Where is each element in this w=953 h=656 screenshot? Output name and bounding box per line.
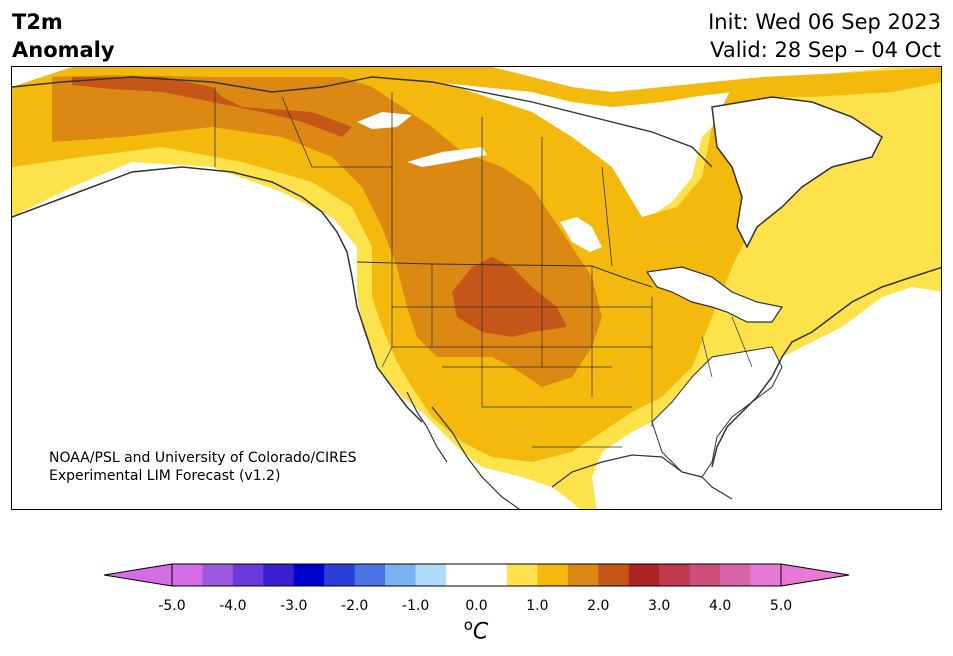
arctic-islands	[342, 67, 941, 107]
colorbar-units: oC	[464, 616, 489, 644]
units-letter: C	[472, 619, 489, 645]
colorbar-over-arrow	[780, 563, 850, 587]
anomaly-contour-2-0-north	[72, 77, 352, 137]
map-svg	[12, 67, 941, 509]
colorbar-tick-label: -5.0	[158, 598, 186, 614]
colorbar-bin	[659, 564, 691, 586]
init-date: Init: Wed 06 Sep 2023	[708, 10, 941, 34]
colorbar-bin	[354, 564, 386, 586]
credit-line-2: Experimental LIM Forecast (v1.2)	[49, 468, 281, 484]
east-coast	[711, 266, 941, 468]
colorbar	[104, 563, 850, 587]
valid-range: Valid: 28 Sep – 04 Oct	[710, 38, 941, 62]
colorbar-bin	[598, 564, 630, 586]
colorbar-bin	[415, 564, 447, 586]
map-panel	[11, 66, 942, 510]
colorbar-bin	[506, 564, 538, 586]
gulf-coast	[551, 454, 733, 500]
colorbar-bin	[172, 564, 203, 586]
colorbar-tick-label: 5.0	[769, 598, 793, 614]
title-variable: T2m	[12, 10, 63, 34]
colorbar-tick-label: 1.0	[526, 598, 549, 614]
anomaly-contour-2-0-plains	[452, 257, 567, 337]
colorbar-bin	[720, 564, 752, 586]
colorbar-bin	[293, 564, 325, 586]
colorbar-bin	[263, 564, 295, 586]
colorbar-bin	[628, 564, 660, 586]
colorbar-bin	[385, 564, 417, 586]
great-slave-lake	[407, 147, 487, 167]
colorbar-tick-label: -2.0	[341, 598, 369, 614]
colorbar-bin	[202, 564, 234, 586]
colorbar-under-arrow	[104, 563, 173, 587]
colorbar-tick-label: -4.0	[219, 598, 247, 614]
colorbar-bin	[232, 564, 264, 586]
credit-text: NOAA/PSL and University of Colorado/CIRE…	[49, 449, 357, 485]
title-anomaly: Anomaly	[12, 38, 115, 62]
colorbar-bin	[689, 564, 721, 586]
credit-line-1: NOAA/PSL and University of Colorado/CIRE…	[49, 450, 357, 466]
lake-winnipeg	[560, 217, 602, 252]
colorbar-bin	[750, 564, 782, 586]
units-degree: o	[463, 616, 473, 634]
west-coast	[12, 166, 423, 423]
canada-us-border	[356, 261, 653, 288]
province-lines	[214, 87, 613, 267]
colorbar-tick-label: -3.0	[280, 598, 308, 614]
great-bear-lake	[357, 112, 412, 129]
title-right: Init: Wed 06 Sep 2023 Valid: 28 Sep – 04…	[708, 8, 941, 64]
colorbar-bin	[476, 564, 508, 586]
colorbar-tick-label: -1.0	[401, 598, 430, 614]
colorbar-bin	[537, 564, 569, 586]
colorbar-bin	[446, 564, 477, 586]
state-lines	[381, 264, 753, 448]
colorbar-tick-label: 3.0	[648, 598, 671, 614]
arctic-coast	[12, 76, 713, 168]
colorbar-bin	[324, 564, 356, 586]
great-lakes	[645, 266, 783, 323]
colorbar-outline	[171, 563, 782, 587]
colorbar-tick-label: 0.0	[465, 598, 488, 614]
hudson-bay	[711, 96, 883, 249]
title-left: T2m Anomaly	[12, 8, 115, 64]
colorbar-tick-label: 4.0	[708, 598, 732, 614]
baja-california	[406, 391, 448, 463]
colorbar-tick-label: 2.0	[587, 598, 610, 614]
mexico-coast	[431, 406, 521, 509]
colorbar-bin	[567, 564, 599, 586]
